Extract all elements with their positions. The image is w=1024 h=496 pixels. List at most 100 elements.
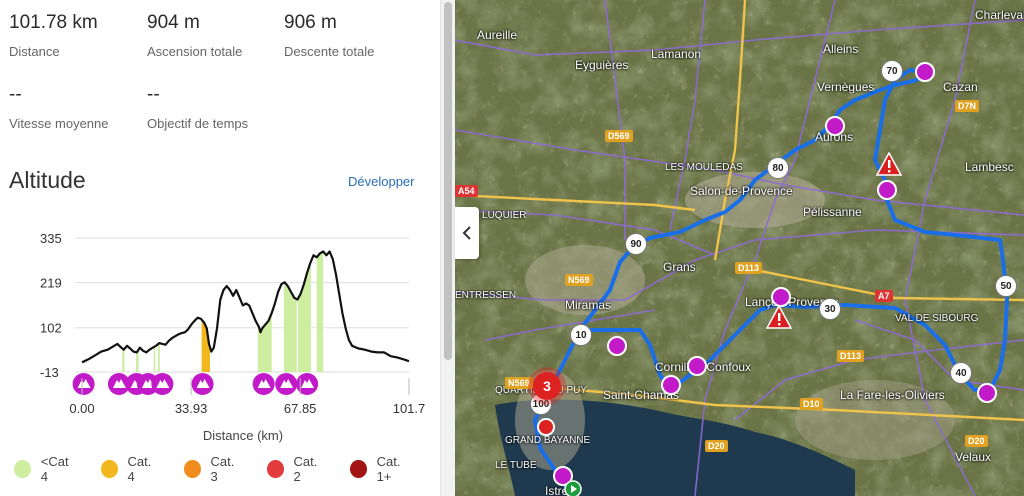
mountain-icon: [301, 379, 315, 388]
ascent-value: 904 m: [147, 12, 200, 33]
legend-swatch: [349, 460, 367, 478]
place-label: Aureille: [477, 28, 518, 42]
climb-pin-icon[interactable]: [771, 287, 791, 307]
climb-pin-icon[interactable]: [877, 180, 897, 200]
y-axis-ticks: 335 219 102 -13: [40, 231, 62, 380]
climb-pin-icon[interactable]: [977, 383, 997, 403]
climb-marker[interactable]: [151, 373, 174, 395]
place-label: Charleval: [975, 8, 1024, 22]
km-marker[interactable]: 10: [570, 324, 592, 346]
climb-marker[interactable]: [107, 373, 130, 395]
legend-swatch: [183, 460, 201, 478]
distance-label: Distance: [9, 44, 60, 59]
time-goal-stat: -- Objectif de temps: [147, 84, 248, 131]
warning-icon[interactable]: [765, 304, 793, 334]
panel-scrollbar[interactable]: [440, 0, 455, 496]
descent-stat: 906 m Descente totale: [284, 12, 374, 59]
km-marker[interactable]: 50: [995, 275, 1017, 297]
mountain-icon: [156, 379, 170, 388]
y-tick-label: 219: [40, 276, 62, 291]
road-badge: D569: [605, 130, 633, 142]
place-label: Alleins: [823, 42, 859, 56]
climb-highlights: [122, 251, 324, 372]
place-label: Lamanon: [651, 47, 702, 61]
time-goal-value: --: [147, 84, 160, 105]
climb-segment: [257, 313, 272, 372]
climb-segment: [316, 251, 324, 372]
finish-flag-icon[interactable]: [537, 418, 555, 436]
climb-legend: <Cat 4 Cat. 4 Cat. 3 Cat. 2 Cat. 1+: [14, 454, 440, 484]
y-tick-label: 335: [40, 231, 62, 246]
climb-pin-icon[interactable]: [661, 375, 681, 395]
distance-value: 101.78 km: [9, 12, 98, 33]
collapse-panel-button[interactable]: [455, 207, 479, 259]
km-marker[interactable]: 40: [950, 362, 972, 384]
climb-pin-icon[interactable]: [553, 466, 573, 486]
legend-label: <Cat 4: [40, 454, 69, 484]
legend-item: Cat. 1+: [349, 454, 416, 484]
climb-pin-icon[interactable]: [607, 336, 627, 356]
road-badge: D20: [705, 440, 728, 452]
climb-segment: [201, 319, 210, 372]
chart-grid: [75, 237, 409, 373]
road-badge: D113: [735, 262, 763, 274]
map-view[interactable]: Aureille Lamanon Eyguières Alleins Charleval…: [455, 0, 1024, 496]
climb-marker[interactable]: [191, 373, 214, 395]
place-label: LE LUQUIER: [467, 210, 527, 221]
route-path[interactable]: [533, 68, 1009, 495]
km-marker[interactable]: 70: [881, 60, 903, 82]
climb-pin-icon[interactable]: [825, 116, 845, 136]
altitude-title: Altitude: [9, 167, 86, 193]
climb-pin-icon[interactable]: [915, 62, 935, 82]
climb-marker[interactable]: [275, 373, 298, 395]
climb-markers[interactable]: [72, 373, 319, 395]
expand-link[interactable]: Développer: [348, 174, 415, 189]
y-tick-label: -13: [40, 365, 59, 380]
km-marker[interactable]: 90: [625, 233, 647, 255]
climb-pin-icon[interactable]: [687, 356, 707, 376]
elevation-profile-line: [81, 250, 410, 364]
road-badge: D7N: [955, 100, 980, 112]
km-marker[interactable]: 30: [819, 298, 841, 320]
place-label: Cazan: [943, 80, 978, 94]
climb-marker[interactable]: [296, 373, 319, 395]
place-label: Grans: [663, 260, 696, 274]
mountain-icon: [257, 379, 271, 388]
x-tick-label: 33.93: [175, 401, 208, 416]
satellite-map[interactable]: [455, 0, 1024, 496]
place-label: GRAND BAYANNE: [505, 435, 591, 446]
km-marker[interactable]: 80: [767, 157, 789, 179]
legend-item: <Cat 4: [14, 454, 77, 484]
x-tick-label: 0.00: [69, 401, 94, 416]
road-badge: D20: [965, 435, 988, 447]
ascent-label: Ascension totale: [147, 44, 243, 59]
climb-marker[interactable]: [72, 373, 95, 395]
lake-etang-de-berre: [495, 399, 855, 496]
legend-swatch: [266, 460, 284, 478]
place-label: Lançon-Provence: [745, 295, 840, 309]
legend-swatch: [100, 460, 118, 478]
place-label: La Fare-les-Oliviers: [840, 388, 945, 402]
legend-item: Cat. 3: [183, 454, 243, 484]
place-label: Aurons: [815, 130, 854, 144]
avg-speed-stat: -- Vitesse moyenne: [9, 84, 109, 131]
place-label: Lambesc: [965, 160, 1014, 174]
x-axis-ticks: 0.00 33.93 67.85 101.7: [69, 378, 425, 416]
x-axis-title: Distance (km): [203, 428, 283, 443]
legend-swatch: [14, 460, 31, 478]
start-play-icon[interactable]: [564, 480, 582, 496]
climb-segment: [298, 261, 311, 372]
mountain-icon: [196, 379, 210, 388]
warning-icon[interactable]: [875, 151, 903, 181]
climb-segment: [136, 349, 139, 372]
road-badge: N569: [505, 377, 533, 389]
cluster-marker[interactable]: 3: [533, 372, 561, 400]
climb-marker[interactable]: [252, 373, 275, 395]
elevation-chart[interactable]: 335 219 102 -13 0.00 33.93 67.85 101.7 Distanc…: [0, 218, 440, 446]
x-tick-label: 67.85: [284, 401, 317, 416]
legend-item: Cat. 4: [100, 454, 160, 484]
place-label: Miramas: [565, 298, 612, 312]
legend-item: Cat. 2: [266, 454, 326, 484]
scrollbar-thumb[interactable]: [444, 2, 452, 360]
climb-segment: [157, 343, 160, 372]
